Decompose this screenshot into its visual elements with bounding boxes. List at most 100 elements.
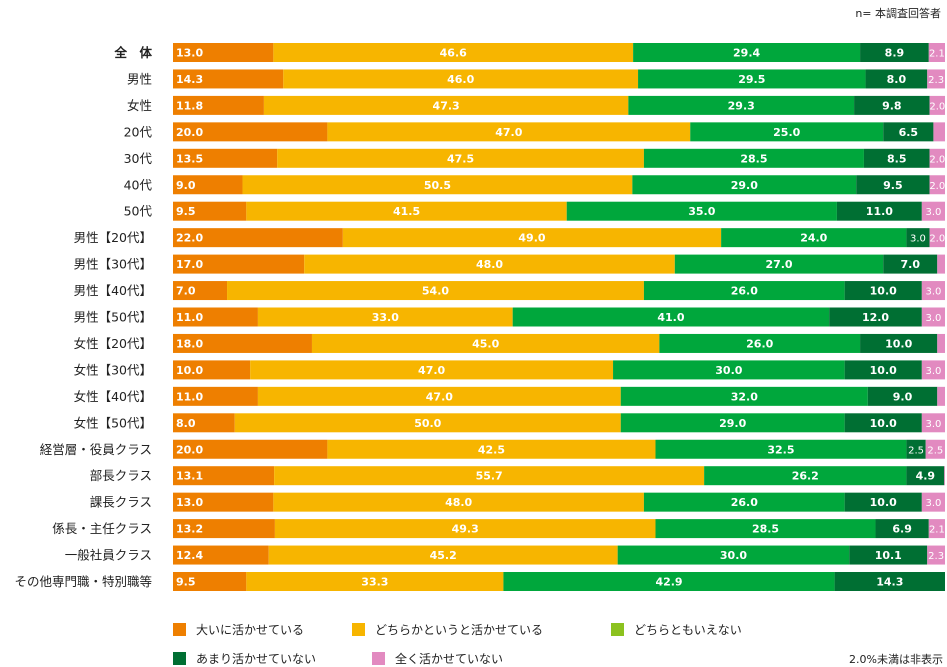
category-label: 20代 (124, 124, 153, 139)
bar-segment (921, 307, 945, 327)
data-label: 29.3 (728, 99, 755, 112)
bar-segment (659, 333, 861, 353)
bar-segment (638, 69, 866, 89)
bar-segment (173, 360, 251, 380)
data-label: 46.0 (447, 73, 474, 86)
data-label: 26.2 (792, 470, 819, 483)
sample-note: n= 本調査回答者 (855, 7, 941, 20)
category-label: 部長クラス (90, 468, 152, 483)
data-label: 3.0 (910, 234, 926, 245)
bar-segment (173, 307, 258, 327)
data-label: 26.0 (746, 337, 773, 350)
data-label: 48.0 (445, 496, 472, 509)
bar-segment (246, 572, 504, 591)
bar-segment (865, 69, 928, 89)
category-label: 男性【30代】 (74, 257, 152, 272)
bar-segment (628, 95, 855, 115)
data-label: 27.0 (765, 258, 792, 271)
bar-segment (173, 492, 274, 512)
data-label: 20.0 (176, 126, 203, 139)
bar-segment (257, 307, 513, 327)
bar-segment (257, 386, 621, 406)
data-label: 9.0 (176, 179, 196, 192)
bar-segment (173, 228, 343, 248)
data-label: 3.0 (925, 498, 941, 509)
legend-item-neutral: どちらともいえない (611, 621, 742, 638)
data-label: 20.0 (176, 443, 203, 456)
category-label: 男性【40代】 (74, 283, 152, 298)
data-label: 7.0 (901, 258, 921, 271)
data-label: 30.0 (715, 364, 742, 377)
bar-segment (856, 175, 930, 195)
data-label: 13.2 (176, 523, 203, 536)
data-label: 9.5 (176, 576, 196, 589)
data-label: 29.0 (719, 417, 746, 430)
data-label: 2.5 (927, 445, 943, 456)
bar-segment (643, 148, 864, 168)
bar-segment (173, 572, 247, 591)
data-label: 28.5 (740, 152, 767, 165)
data-label: 18.0 (176, 337, 203, 350)
bar-segment (620, 413, 845, 433)
data-label: 3.0 (925, 287, 941, 298)
bar-segment (829, 307, 922, 327)
data-label: 42.5 (478, 443, 505, 456)
bar-segment (643, 492, 845, 512)
data-label: 13.5 (176, 152, 203, 165)
bar-segment (283, 69, 639, 89)
bar-segment (933, 122, 945, 142)
bar-segment (173, 413, 235, 433)
data-label: 12.0 (862, 311, 889, 324)
category-label: 係長・主任クラス (52, 521, 152, 536)
data-label: 29.4 (733, 47, 760, 60)
bar-segment (944, 466, 945, 486)
bar-segment (173, 201, 247, 221)
legend-item-very-useful: 大いに活かせている (173, 621, 304, 638)
data-label: 10.0 (870, 364, 897, 377)
data-label: 33.0 (372, 311, 399, 324)
data-label: 47.0 (418, 364, 445, 377)
bar-segment (844, 281, 922, 301)
data-label: 47.3 (433, 99, 460, 112)
category-label: 女性 (127, 98, 152, 113)
data-label: 24.0 (800, 232, 827, 245)
data-label: 46.6 (440, 47, 467, 60)
bar-segment (173, 254, 305, 274)
data-label: 14.3 (876, 576, 903, 589)
bar-segment (836, 201, 922, 221)
bar-segment (242, 175, 633, 195)
category-label: 女性【30代】 (74, 362, 152, 377)
data-label: 49.3 (452, 523, 479, 536)
data-label: 2.1 (929, 525, 945, 536)
category-label: その他専門職・特別職等 (14, 574, 152, 589)
bar-segment (929, 95, 945, 115)
stacked-bar-chart: 全 体 13.0 46.6 29.4 8.9 2.1 男性 14.3 46.0 29.5 8.0 2.… (14, 43, 945, 591)
data-label: 13.0 (176, 47, 203, 60)
bar-segment (173, 519, 275, 539)
bar-segment (643, 281, 845, 301)
data-label: 22.0 (176, 232, 203, 245)
bar-segment (173, 281, 228, 301)
bar-segment (655, 439, 907, 459)
legend-swatch (173, 623, 186, 636)
data-label: 42.9 (655, 576, 682, 589)
bar-segment (566, 201, 837, 221)
bar-segment (928, 43, 945, 62)
data-label: 3.0 (925, 366, 941, 377)
bar-segment (268, 545, 618, 565)
data-label: 2.3 (928, 75, 944, 86)
bar-segment (927, 69, 945, 89)
data-label: 11.0 (176, 311, 203, 324)
bar-segment (883, 122, 934, 142)
data-label: 14.3 (176, 73, 203, 86)
bar-segment (173, 122, 328, 142)
bar-segment (173, 439, 328, 459)
bar-segment (173, 148, 278, 168)
category-label: 女性【20代】 (74, 336, 152, 351)
bar-segment (674, 254, 884, 274)
legend-label: 全く活かせていない (395, 652, 504, 666)
data-label: 11.0 (866, 205, 893, 218)
bar-segment (906, 439, 926, 459)
data-label: 48.0 (476, 258, 503, 271)
data-label: 17.0 (176, 258, 203, 271)
